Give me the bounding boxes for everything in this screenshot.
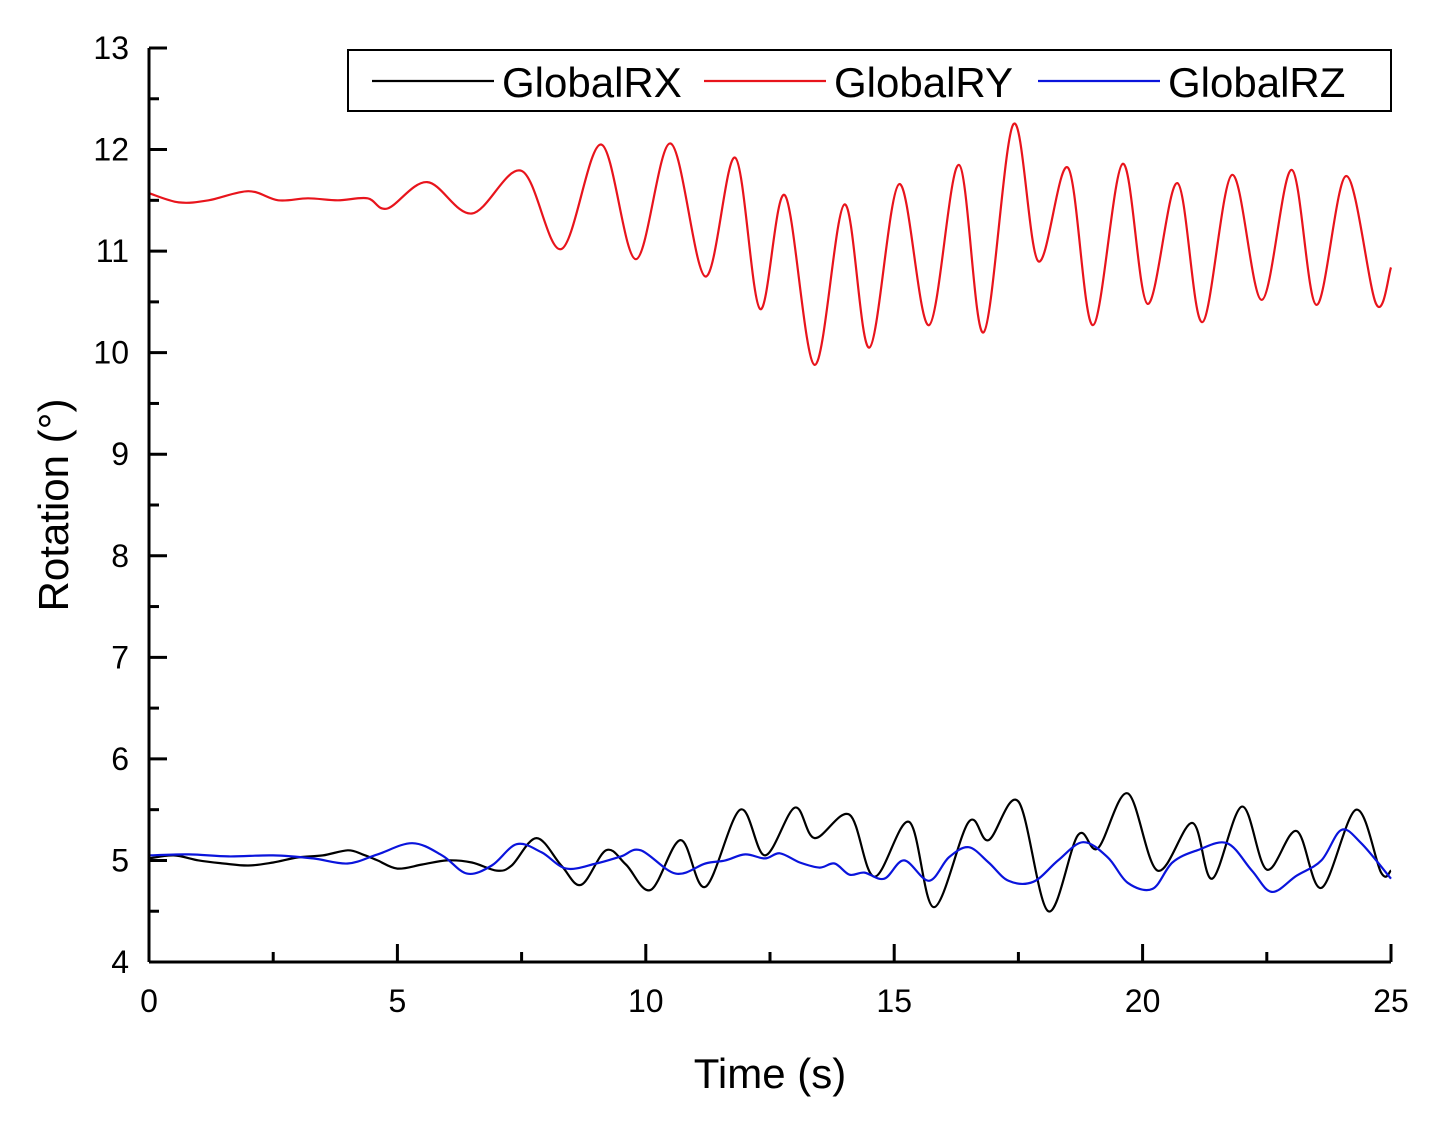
- x-tick-label: 15: [876, 983, 912, 1019]
- legend-label-globalry: GlobalRY: [834, 59, 1013, 106]
- x-tick-label: 5: [389, 983, 407, 1019]
- y-axis-label: Rotation (°): [30, 399, 77, 612]
- legend: GlobalRX GlobalRY GlobalRZ: [347, 49, 1392, 112]
- y-tick-label: 4: [111, 944, 129, 980]
- y-tick-label: 7: [111, 639, 129, 675]
- y-tick-label: 12: [93, 132, 129, 168]
- y-tick-label: 9: [111, 436, 129, 472]
- series-line-globalry: [148, 122, 1393, 367]
- x-tick-label: 10: [628, 983, 664, 1019]
- series-line-globalrz: [148, 828, 1392, 893]
- x-axis-label: Time (s): [694, 1050, 846, 1097]
- y-tick-label: 13: [93, 30, 129, 66]
- series-line-globalrx: [148, 792, 1392, 913]
- y-tick-label: 11: [96, 233, 129, 269]
- x-tick-label: 20: [1125, 983, 1161, 1019]
- x-tick-label: 0: [140, 983, 158, 1019]
- series-lines: [148, 122, 1393, 913]
- legend-label-globalrx: GlobalRX: [502, 59, 682, 106]
- y-tick-label: 5: [111, 842, 129, 878]
- axes: 4 5 6 7 8 9 10 11 12 13 0 5 10 15 20 25: [93, 30, 1408, 1019]
- x-tick-label: 25: [1373, 983, 1409, 1019]
- y-tick-label: 10: [93, 335, 129, 371]
- legend-box: [347, 49, 1392, 112]
- y-tick-label: 6: [111, 741, 129, 777]
- y-tick-label: 8: [111, 538, 129, 574]
- legend-label-globalrz: GlobalRZ: [1168, 59, 1345, 106]
